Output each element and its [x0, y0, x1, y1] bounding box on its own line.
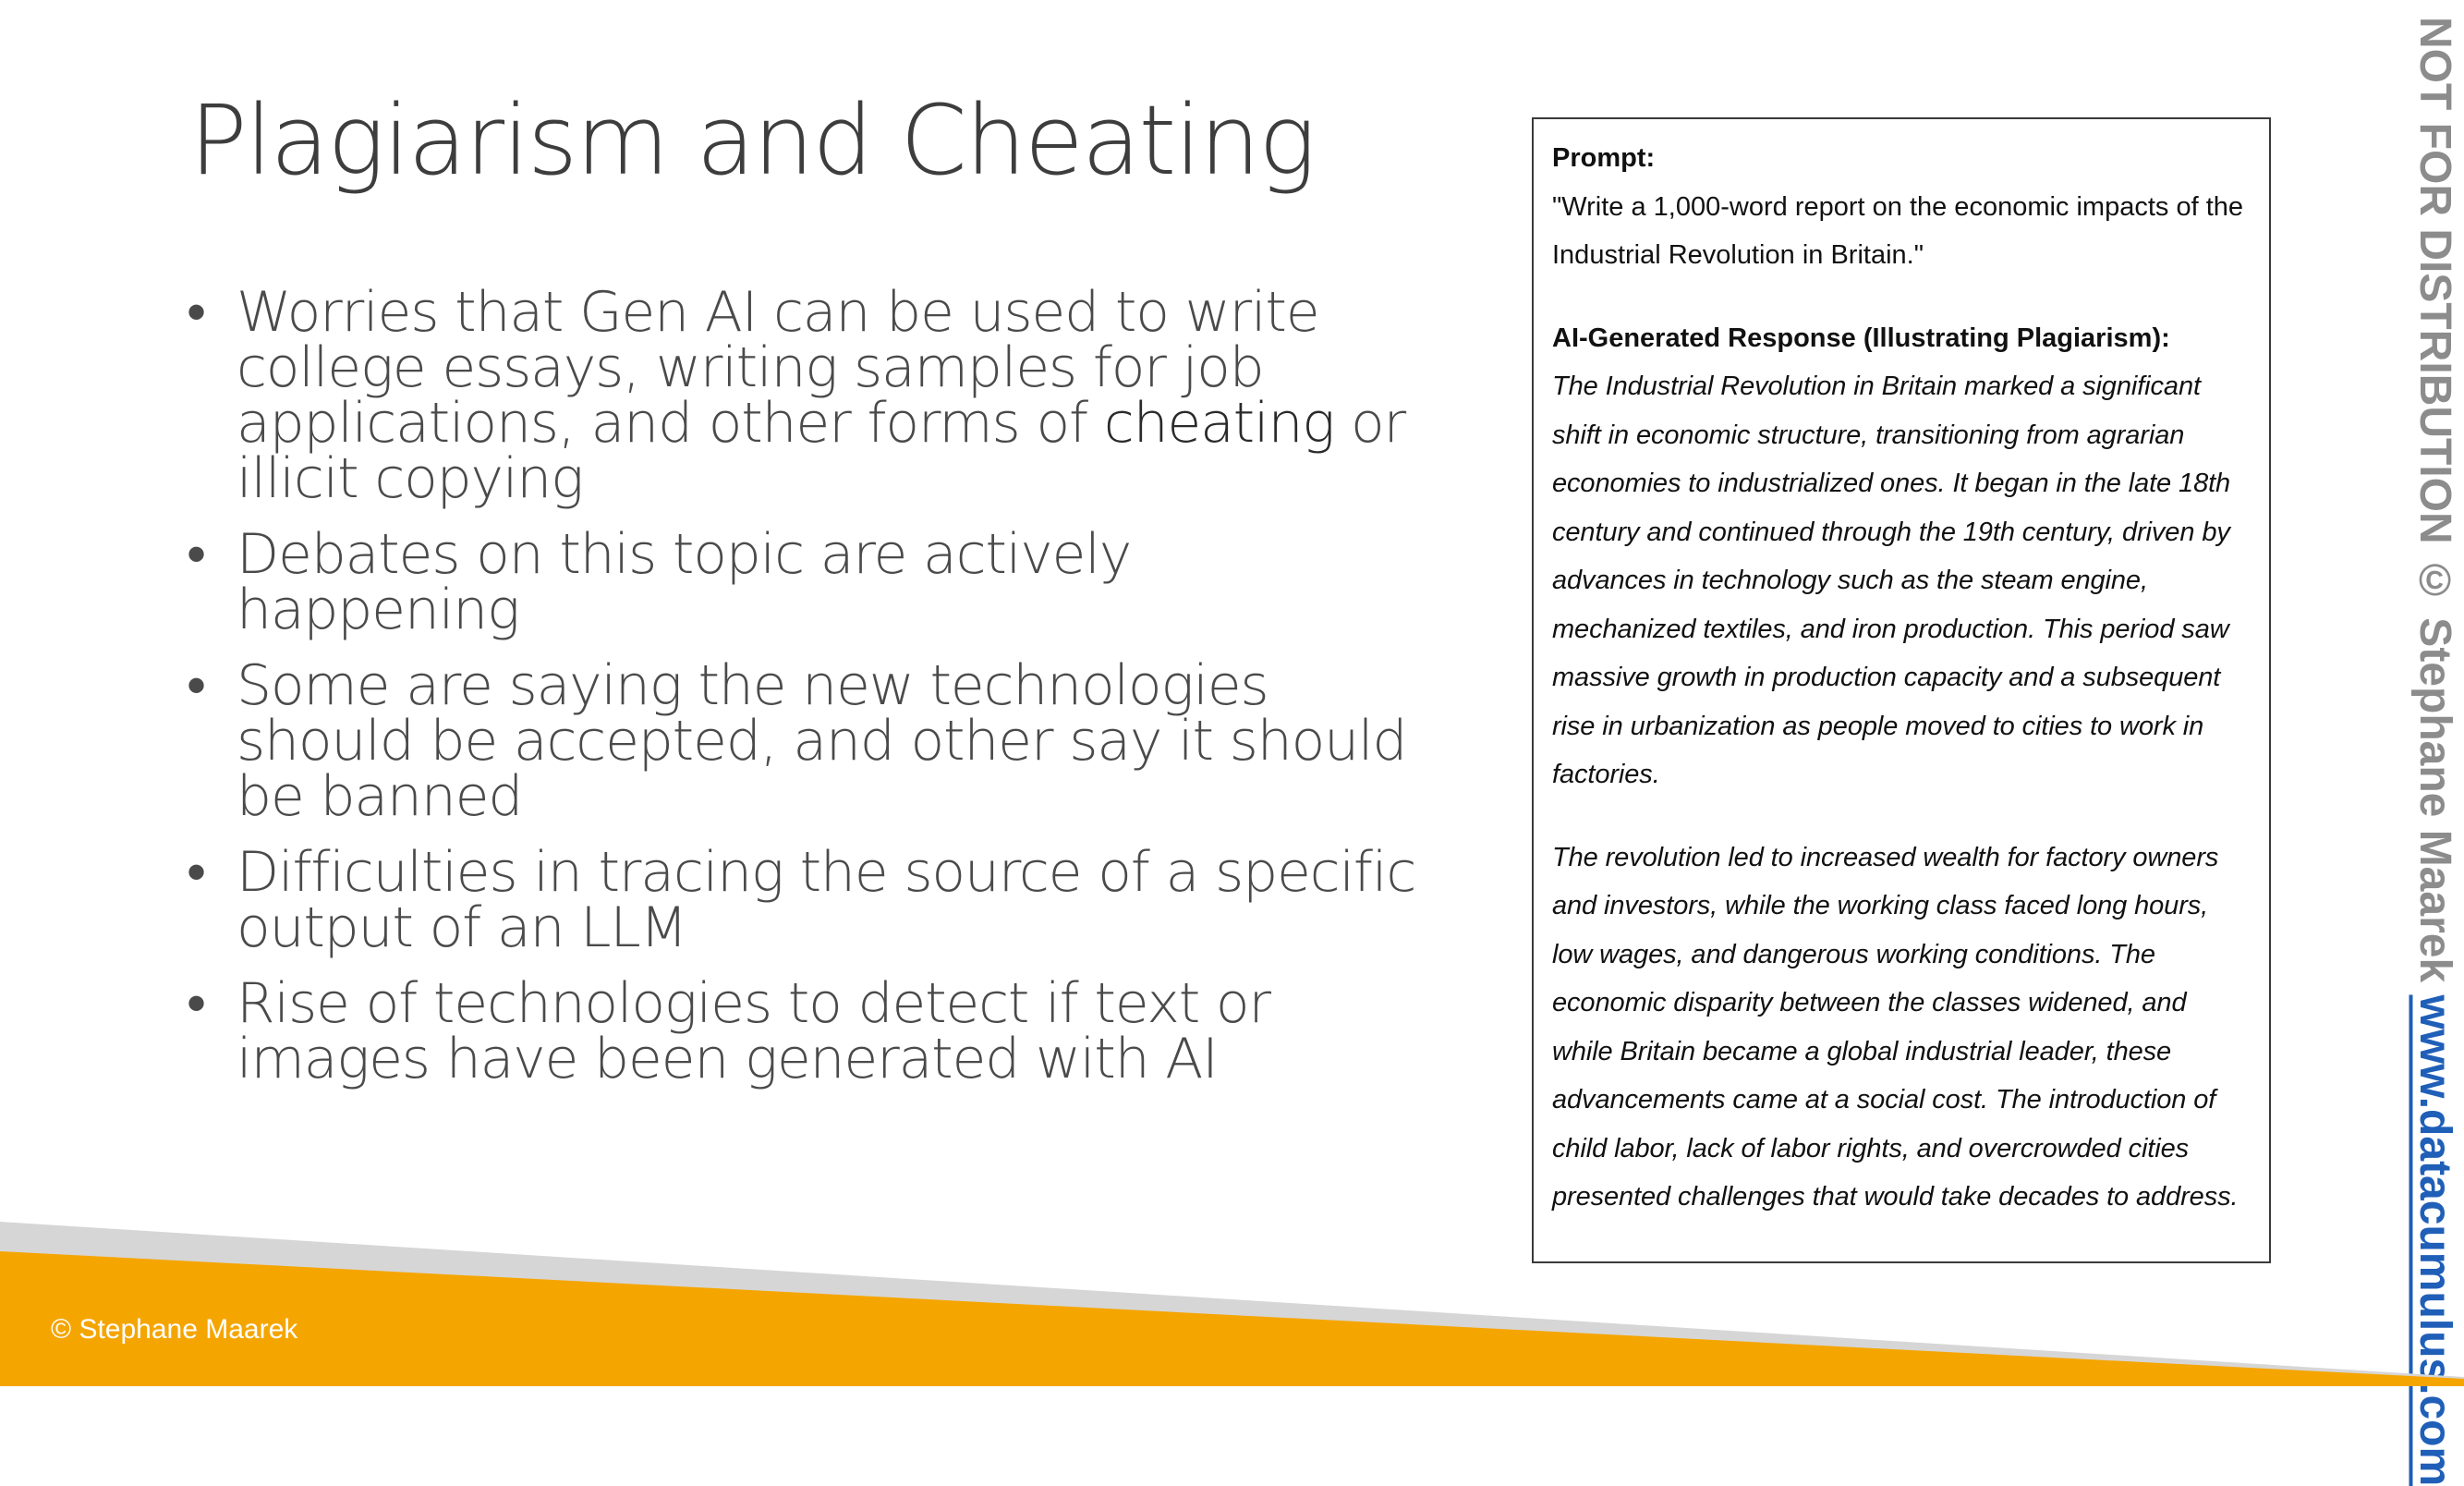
- bullet-text: Some are saying the new technologies sho…: [237, 653, 1407, 829]
- footer-copyright: © Stephane Maarek: [51, 1314, 298, 1345]
- footer-orange-stripe: [0, 1251, 2464, 1386]
- bullet-item: • Debates on this topic are actively hap…: [185, 527, 1423, 638]
- bullet-dot-icon: •: [187, 971, 206, 1036]
- slide-title: Plagiarism and Cheating: [189, 84, 1317, 197]
- bullet-text-end: or illicit copying: [237, 391, 1406, 511]
- response-paragraph: The revolution led to increased wealth f…: [1552, 842, 2239, 1212]
- bullet-text: Difficulties in tracing the source of a …: [237, 840, 1416, 960]
- bullet-text: Rise of technologies to detect if text o…: [237, 971, 1271, 1091]
- side-watermark: NOT FOR DISTRIBUTION © Stephane Maarek w…: [2410, 17, 2459, 1486]
- bullet-item: • Rise of technologies to detect if text…: [185, 976, 1423, 1087]
- example-prompt-box: Prompt: "Write a 1,000-word report on th…: [1532, 117, 2271, 1263]
- bullet-text: Worries that Gen AI can be used to write…: [237, 280, 1320, 456]
- bullet-dot-icon: •: [187, 280, 206, 345]
- prompt-text: "Write a 1,000-word report on the econom…: [1552, 191, 2244, 271]
- bullet-item: • Some are saying the new technologies s…: [185, 658, 1423, 824]
- bullet-dot-icon: •: [187, 522, 206, 587]
- bullet-item: • Worries that Gen AI can be used to wri…: [185, 285, 1423, 506]
- bullet-item: • Difficulties in tracing the source of …: [185, 845, 1423, 956]
- bullet-dot-icon: •: [187, 840, 206, 905]
- bullet-list: • Worries that Gen AI can be used to wri…: [185, 285, 1423, 1107]
- response-label: AI-Generated Response (Illustrating Plag…: [1552, 323, 2170, 353]
- response-paragraph: The Industrial Revolution in Britain mar…: [1552, 372, 2231, 789]
- footer-band: [0, 1222, 2464, 1386]
- prompt-label: Prompt:: [1552, 143, 1656, 173]
- distribution-notice: NOT FOR DISTRIBUTION © Stephane Maarek: [2410, 17, 2459, 983]
- bullet-emphasis: cheating: [1103, 391, 1336, 456]
- bullet-dot-icon: •: [187, 653, 206, 718]
- bullet-text: Debates on this topic are actively happe…: [237, 522, 1132, 642]
